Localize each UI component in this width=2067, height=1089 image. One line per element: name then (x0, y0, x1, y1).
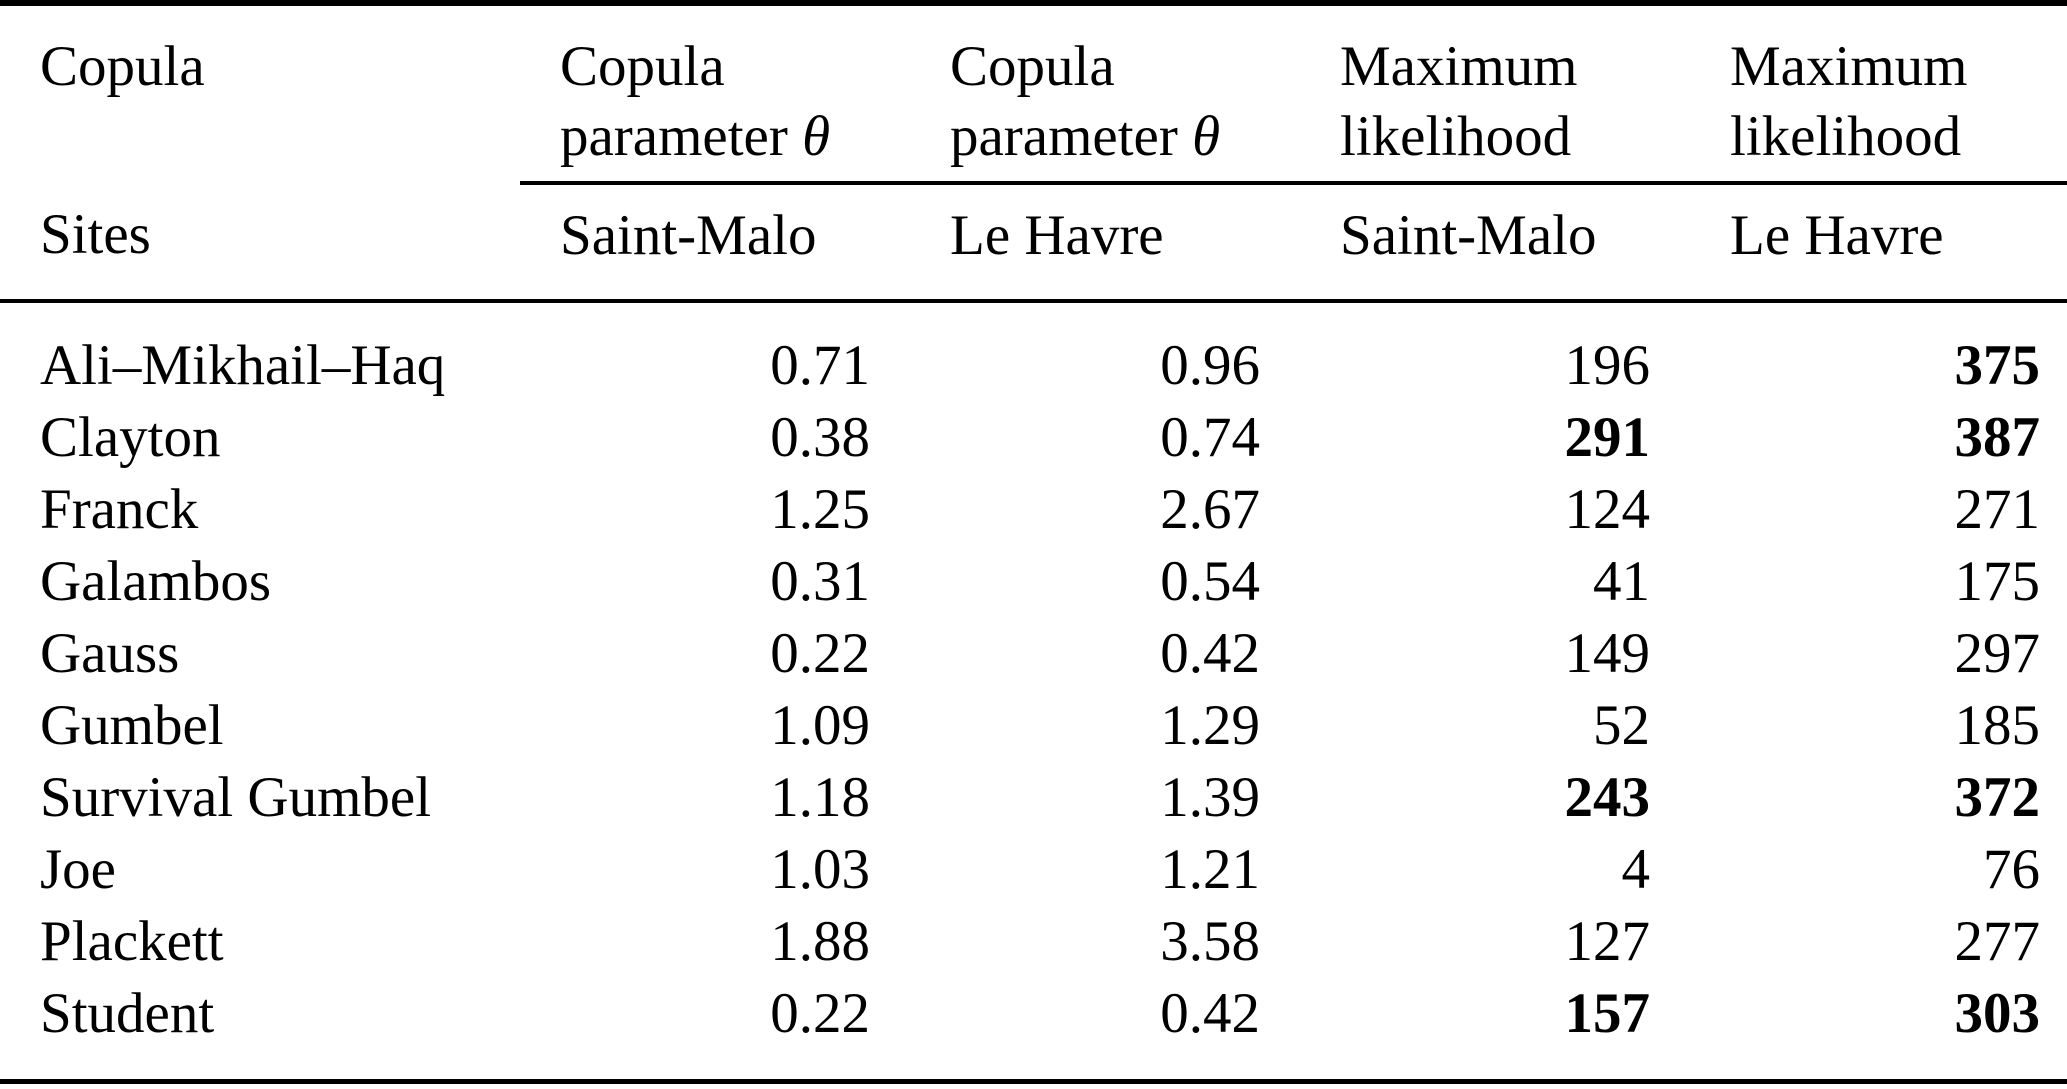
table-row-galambos: Galambos 0.31 0.54 41 175 (0, 546, 2067, 618)
theta-saint-malo-value: 1.09 (770, 694, 870, 757)
theta-le-havre-value: 2.67 (1160, 478, 1260, 541)
ml-le-havre-value: 297 (1954, 622, 2041, 685)
theta-le-havre-value: 0.96 (1160, 334, 1260, 397)
theta-le-havre-value: 0.42 (1160, 982, 1260, 1045)
copula-name: Survival Gumbel (40, 766, 432, 829)
theta-saint-malo-value: 0.31 (770, 550, 870, 613)
copula-name: Plackett (40, 910, 224, 973)
theta-saint-malo-value: 0.71 (770, 334, 870, 397)
copula-name: Gumbel (40, 694, 224, 757)
table-row-student: Student 0.22 0.42 157 303 (0, 978, 2067, 1082)
theta-le-havre-value: 1.39 (1160, 766, 1260, 829)
theta-symbol: θ (802, 105, 831, 168)
copula-name: Franck (40, 478, 199, 541)
ml-saint-malo-value: 41 (1593, 550, 1650, 613)
ml-saint-malo-value: 127 (1564, 910, 1651, 973)
theta-symbol: θ (1192, 105, 1221, 168)
ml-le-havre-value: 76 (1983, 838, 2040, 901)
table-body: Ali–Mikhail–Haq 0.71 0.96 196 375 Clayto… (0, 301, 2067, 1082)
header-group-row: Copula Copula parameter θ Copula parameter… (0, 3, 2067, 185)
header-site-saint-malo-theta: Saint-Malo (520, 183, 910, 303)
header-group-theta-saint-malo: Copula parameter θ (520, 3, 910, 185)
header-group-line1: Copula (560, 35, 725, 98)
copula-name: Galambos (40, 550, 272, 613)
theta-le-havre-value: 0.54 (1160, 550, 1260, 613)
theta-saint-malo-value: 1.88 (770, 910, 870, 973)
theta-le-havre-value: 1.21 (1160, 838, 1260, 901)
header-group-line1: Maximum (1340, 35, 1578, 98)
header-group-line1: Copula (950, 35, 1115, 98)
ml-saint-malo-value: 243 (1564, 766, 1651, 829)
theta-saint-malo-value: 0.22 (770, 622, 870, 685)
ml-le-havre-value: 175 (1954, 550, 2041, 613)
header-group-theta-le-havre: Copula parameter θ (910, 3, 1300, 185)
table-row-franck: Franck 1.25 2.67 124 271 (0, 474, 2067, 546)
ml-le-havre-value: 185 (1954, 694, 2041, 757)
ml-le-havre-value: 372 (1954, 766, 2041, 829)
table-header: Copula Copula parameter θ Copula parameter… (0, 3, 2067, 303)
theta-saint-malo-value: 0.22 (770, 982, 870, 1045)
header-group-ml-le-havre: Maximum likelihood (1690, 3, 2067, 185)
table-row-survival-gumbel: Survival Gumbel 1.18 1.39 243 372 (0, 762, 2067, 834)
ml-saint-malo-value: 157 (1564, 982, 1651, 1045)
table-row-ali-mikhail-haq: Ali–Mikhail–Haq 0.71 0.96 196 375 (0, 301, 2067, 402)
header-site-le-havre-theta: Le Havre (910, 183, 1300, 303)
theta-saint-malo-value: 1.18 (770, 766, 870, 829)
header-group-line2: likelihood (1730, 105, 1962, 168)
header-group-line2: parameter (560, 105, 788, 168)
header-site-le-havre-ml: Le Havre (1690, 183, 2067, 303)
ml-saint-malo-value: 52 (1593, 694, 1650, 757)
copula-name: Clayton (40, 406, 221, 469)
header-corner-copula: Copula (40, 35, 205, 98)
header-site-saint-malo-ml: Saint-Malo (1300, 183, 1690, 303)
header-group-ml-saint-malo: Maximum likelihood (1300, 3, 1690, 185)
ml-saint-malo-value: 196 (1564, 334, 1651, 397)
table-row-gauss: Gauss 0.22 0.42 149 297 (0, 618, 2067, 690)
table-row-gumbel: Gumbel 1.09 1.29 52 185 (0, 690, 2067, 762)
theta-saint-malo-value: 1.03 (770, 838, 870, 901)
ml-le-havre-value: 271 (1954, 478, 2041, 541)
ml-le-havre-value: 387 (1954, 406, 2041, 469)
header-sites-row: Sites Saint-Malo Le Havre Saint-Malo Le … (0, 183, 2067, 303)
header-group-line2: likelihood (1340, 105, 1572, 168)
copula-name: Joe (40, 838, 116, 901)
theta-le-havre-value: 0.42 (1160, 622, 1260, 685)
ml-saint-malo-value: 124 (1564, 478, 1651, 541)
ml-saint-malo-value: 149 (1564, 622, 1651, 685)
ml-le-havre-value: 303 (1954, 982, 2041, 1045)
table-row-joe: Joe 1.03 1.21 4 76 (0, 834, 2067, 906)
theta-saint-malo-value: 1.25 (770, 478, 870, 541)
table-row-plackett: Plackett 1.88 3.58 127 277 (0, 906, 2067, 978)
table-row-clayton: Clayton 0.38 0.74 291 387 (0, 402, 2067, 474)
ml-saint-malo-value: 291 (1564, 406, 1651, 469)
copula-name: Student (40, 982, 215, 1045)
ml-le-havre-value: 375 (1954, 334, 2041, 397)
copula-name: Gauss (40, 622, 180, 685)
theta-le-havre-value: 0.74 (1160, 406, 1260, 469)
header-group-line2: parameter (950, 105, 1178, 168)
theta-le-havre-value: 1.29 (1160, 694, 1260, 757)
ml-saint-malo-value: 4 (1621, 838, 1651, 901)
ml-le-havre-value: 277 (1954, 910, 2041, 973)
header-group-line1: Maximum (1730, 35, 1968, 98)
header-sites-label: Sites (0, 183, 520, 303)
copula-name: Ali–Mikhail–Haq (40, 334, 446, 397)
theta-le-havre-value: 3.58 (1160, 910, 1260, 973)
theta-saint-malo-value: 0.38 (770, 406, 870, 469)
